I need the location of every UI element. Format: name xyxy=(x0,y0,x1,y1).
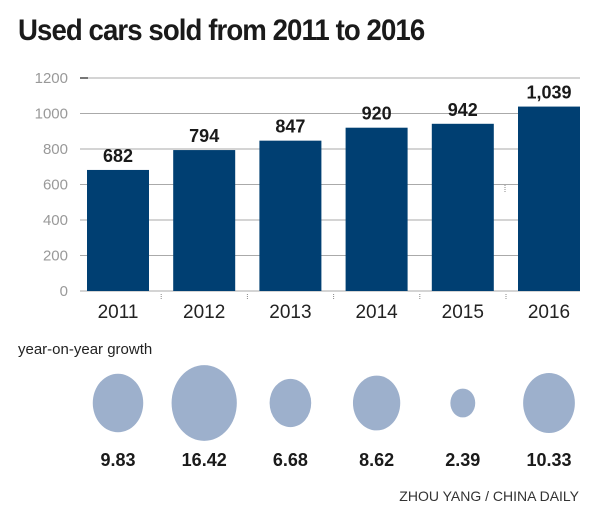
y-tick-label: 1000 xyxy=(35,106,68,123)
x-tick-label: 2013 xyxy=(269,302,311,323)
growth-bubble-2015 xyxy=(450,388,476,418)
credit: ZHOU YANG / CHINA DAILY xyxy=(399,488,579,504)
growth-bubble-2013 xyxy=(269,378,312,428)
x-tick-label: 2016 xyxy=(528,302,570,323)
data-label: 794 xyxy=(189,126,219,146)
growth-value: 2.39 xyxy=(445,450,480,470)
data-label: 920 xyxy=(362,104,392,124)
growth-value: 10.33 xyxy=(526,450,571,470)
y-tick-label: 400 xyxy=(43,212,68,229)
bar-2015 xyxy=(431,123,494,291)
y-tick-label: 800 xyxy=(43,141,68,158)
x-tick-label: 2014 xyxy=(355,302,398,323)
data-label: 942 xyxy=(448,100,478,120)
growth-bubble-2014 xyxy=(352,375,401,431)
growth-value: 6.68 xyxy=(273,450,308,470)
growth-bubble-2012 xyxy=(171,365,237,441)
y-tick-label: 600 xyxy=(43,177,68,194)
bar-2014 xyxy=(345,127,408,291)
y-tick-label: 0 xyxy=(60,283,68,300)
bar-2016 xyxy=(518,106,580,291)
growth-value: 9.83 xyxy=(100,450,135,470)
bar-2011 xyxy=(87,169,149,291)
growth-value: 8.62 xyxy=(359,450,394,470)
growth-bubble-2011 xyxy=(92,373,144,433)
x-tick-label: 2015 xyxy=(442,302,484,323)
bar-2013 xyxy=(259,140,322,291)
x-tick-label: 2011 xyxy=(98,302,139,323)
data-label: 682 xyxy=(103,146,133,166)
x-tick-label: 2012 xyxy=(183,302,225,323)
growth-label: year-on-year growth xyxy=(18,341,152,358)
growth-bubble-2016 xyxy=(523,372,575,434)
bar-2012 xyxy=(173,150,236,291)
y-tick-label: 1200 xyxy=(35,70,68,87)
y-tick-label: 200 xyxy=(43,248,68,265)
data-label: 1,039 xyxy=(526,83,571,103)
data-label: 847 xyxy=(275,117,305,137)
chart-title: Used cars sold from 2011 to 2016 xyxy=(18,14,425,47)
growth-value: 16.42 xyxy=(182,450,227,470)
